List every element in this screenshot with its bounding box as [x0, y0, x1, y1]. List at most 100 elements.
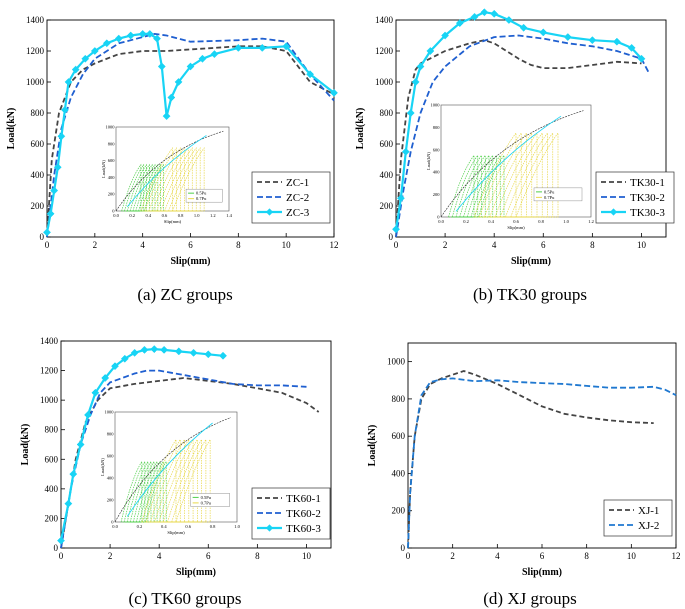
inset-cycle-loop — [129, 163, 150, 212]
legend-zc: ZC-1 ZC-2 ZC-3 — [251, 171, 331, 224]
inset-cycle-loop — [120, 460, 143, 523]
inset-x-axis-title: Slip(mm) — [164, 219, 182, 224]
data-point-ZC-3 — [234, 43, 243, 52]
data-point-TK30-3 — [637, 54, 646, 63]
inset-y-tick-label: 200 — [107, 498, 115, 503]
data-point-ZC-3 — [198, 54, 207, 63]
inset-x-tick-label: 0.8 — [210, 524, 216, 529]
inset-x-tick-label: 1.2 — [588, 219, 594, 224]
x-tick-label: 4 — [492, 240, 497, 250]
data-point-TK30-3 — [612, 37, 621, 46]
y-tick-label: 400 — [31, 170, 45, 180]
y-tick-label: 400 — [45, 484, 59, 494]
series-XJ-2 — [407, 377, 677, 549]
inset-cycle-loop — [483, 131, 527, 218]
y-tick-label: 0 — [40, 232, 45, 242]
data-point-ZC-3 — [126, 31, 135, 40]
legend-label: TK30-2 — [630, 192, 665, 204]
data-point-TK30-3 — [470, 12, 479, 21]
inset-x-axis-title: Slip(mm) — [507, 225, 525, 230]
legend-label: XJ-1 — [638, 505, 659, 517]
data-point-TK30-3 — [455, 19, 464, 28]
data-point-TK60-3 — [101, 374, 110, 382]
inset-y-tick-label: 600 — [433, 147, 441, 152]
y-tick-label: 1000 — [375, 77, 394, 87]
series-line-TK60-2 — [60, 369, 307, 549]
inset-legend-label: 0.5Pu — [201, 495, 212, 500]
data-point-ZC-3 — [71, 65, 80, 74]
data-point-ZC-3 — [50, 186, 59, 195]
data-point-TK30-3 — [411, 78, 420, 86]
inset-x-tick-label: 1.0 — [563, 219, 569, 224]
x-tick-label: 6 — [541, 240, 546, 250]
data-point-ZC-3 — [174, 78, 183, 86]
inset-cycle-loop — [494, 131, 538, 218]
x-tick-label: 8 — [590, 240, 595, 250]
inset-cycle-loop — [132, 163, 153, 212]
inset-cycle-loop — [126, 460, 149, 523]
data-point-ZC-3 — [186, 62, 195, 71]
x-tick-label: 0 — [45, 240, 50, 250]
inset-cycle-loop — [129, 460, 152, 523]
inset-y-tick-label: 0 — [111, 520, 114, 525]
inset-legend-label: 0.7Pu — [196, 196, 207, 201]
data-point-TK60-3 — [111, 362, 119, 371]
inset-y-tick-label: 600 — [108, 158, 116, 163]
y-tick-label: 200 — [380, 201, 394, 211]
inset-cycle-loop — [463, 154, 490, 218]
data-point-ZC-3 — [153, 34, 161, 43]
inset-cycle-loop — [143, 163, 164, 212]
x-tick-label: 6 — [540, 551, 545, 561]
y-tick-label: 1400 — [375, 15, 394, 25]
y-tick-label: 1400 — [40, 336, 59, 346]
inset-y-tick-label: 200 — [108, 192, 116, 197]
inset-y-tick-label: 0 — [112, 209, 115, 214]
inset-x-tick-label: 1.2 — [210, 213, 216, 218]
inset-cycle-loop — [121, 163, 142, 212]
data-point-TK30-3 — [588, 36, 597, 45]
data-point-ZC-3 — [46, 209, 55, 218]
caption-tk60: (c) TK60 groups — [129, 589, 242, 608]
inset-legend-label: 0.5Pu — [196, 191, 207, 196]
data-point-TK30-3 — [627, 43, 636, 52]
inset-x-tick-label: 0.6 — [185, 524, 191, 529]
data-point-ZC-3 — [81, 54, 90, 63]
data-point-TK30-3 — [416, 62, 425, 71]
data-point-ZC-3 — [43, 228, 51, 237]
inset-x-tick-label: 0.4 — [145, 213, 151, 218]
data-point-TK30-3 — [504, 16, 513, 24]
y-axis-title: Load(kN) — [20, 424, 31, 466]
inset-x-tick-label: 1.0 — [194, 213, 200, 218]
inset-y-tick-label: 0 — [437, 215, 440, 220]
data-point-TK30-3 — [396, 194, 405, 203]
inset-cycle-loop — [160, 146, 193, 212]
y-tick-label: 1000 — [26, 77, 45, 87]
inset-x-tick-label: 0.8 — [178, 213, 184, 218]
data-point-TK60-3 — [76, 440, 85, 449]
y-tick-label: 0 — [389, 232, 394, 242]
inset-y-tick-label: 400 — [107, 476, 115, 481]
data-point-ZC-3 — [138, 29, 147, 38]
inset-cycles-0.7pu — [473, 131, 559, 218]
inset-x-tick-label: 0.2 — [137, 524, 143, 529]
inset-cycles-0.5pu — [448, 154, 505, 218]
chart-tk30: 0 2 4 6 8 10 0 200 400 600 800 1000 1200 1400 Slip(mm)… — [355, 8, 675, 267]
y-tick-label: 1400 — [26, 15, 45, 25]
y-tick-label: 600 — [45, 454, 59, 464]
data-point-ZC-3 — [60, 105, 69, 114]
inset-cycle-loop — [448, 154, 475, 218]
legend-marker-TK30-3 — [609, 208, 618, 216]
inset-x-tick-label: 0.6 — [162, 213, 168, 218]
data-point-TK60-3 — [69, 470, 78, 479]
inset-cycle-loop — [140, 146, 173, 212]
y-tick-label: 800 — [31, 108, 45, 118]
y-tick-label: 600 — [392, 431, 406, 441]
inset-cycle-loop — [123, 460, 146, 523]
data-point-TK30-3 — [401, 147, 410, 156]
legend-tk60: TK60-1 TK60-2 TK60-3 — [251, 487, 331, 540]
data-point-TK30-3 — [406, 109, 415, 117]
legend-xj: XJ-1 XJ-2 — [603, 499, 673, 537]
y-tick-label: 1000 — [387, 357, 406, 367]
legend-marker-ZC-3 — [265, 208, 274, 216]
y-tick-label: 0 — [401, 543, 406, 553]
